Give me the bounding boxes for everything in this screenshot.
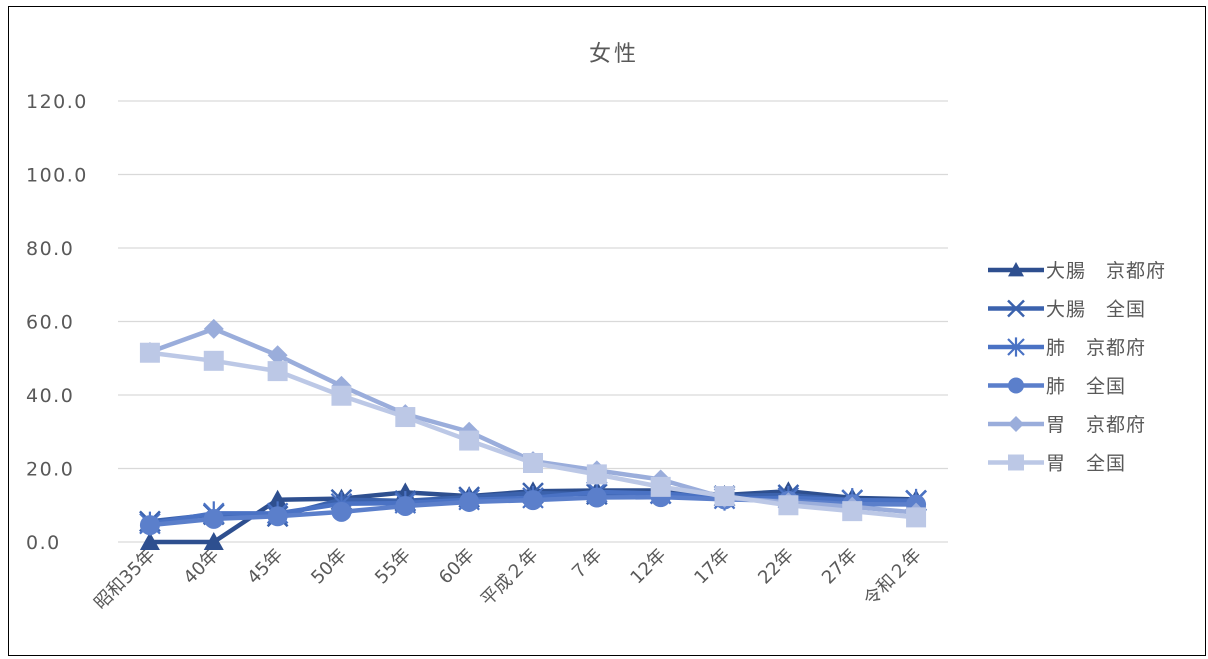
x-tick-label: 22年 xyxy=(754,545,798,589)
data-point-diamond xyxy=(203,318,224,339)
series-lines xyxy=(139,318,927,550)
data-point-square xyxy=(1008,454,1024,471)
x-tick-label: 平成２年 xyxy=(477,545,543,611)
y-tick-label: 80.0 xyxy=(26,238,74,260)
data-point-circle xyxy=(395,495,416,516)
data-point-triangle xyxy=(1008,262,1024,277)
data-point-triangle xyxy=(267,489,288,508)
data-point-triangle xyxy=(203,532,224,550)
data-point-square xyxy=(523,452,543,473)
legend-item: 大腸 全国 xyxy=(988,299,1146,321)
x-tick-label: 昭和35年 xyxy=(90,545,159,614)
y-tick-label: 100.0 xyxy=(26,165,88,187)
y-tick-label: 0.0 xyxy=(26,532,61,554)
data-point-square xyxy=(459,430,480,451)
data-point-circle xyxy=(203,508,224,529)
x-tick-label: 45年 xyxy=(243,545,287,589)
legend-item: 肺 全国 xyxy=(988,376,1126,398)
x-tick-label: 55年 xyxy=(371,545,415,589)
data-point-circle xyxy=(523,490,543,511)
legend-label: 胃 京都府 xyxy=(1046,414,1146,436)
data-point-square xyxy=(778,495,799,516)
data-point-square xyxy=(714,486,735,507)
data-point-triangle xyxy=(139,532,160,550)
data-point-circle xyxy=(267,506,288,527)
data-point-square xyxy=(395,407,416,428)
data-point-square xyxy=(267,361,288,382)
chart-title: 女性 xyxy=(588,42,639,67)
y-tick-label: 20.0 xyxy=(26,459,74,481)
x-tick-label: 12年 xyxy=(626,545,670,589)
data-point-circle xyxy=(139,515,160,536)
x-tick-label: 17年 xyxy=(690,545,734,589)
y-tick-label: 40.0 xyxy=(26,385,74,407)
data-point-circle xyxy=(331,501,352,522)
y-tick-label: 120.0 xyxy=(26,91,88,113)
legend-item: 大腸 京都府 xyxy=(988,260,1166,282)
x-tick-label: 令和２年 xyxy=(860,545,926,611)
x-tick-label: 60年 xyxy=(435,545,479,589)
legend-label: 大腸 京都府 xyxy=(1046,260,1166,282)
data-point-x xyxy=(1007,299,1025,318)
data-point-square xyxy=(331,385,352,406)
data-point-square xyxy=(906,507,927,528)
x-tick-label: 50年 xyxy=(307,545,351,589)
x-tick-label: ７年 xyxy=(566,545,606,585)
data-point-diamond xyxy=(267,345,288,366)
data-point-circle xyxy=(1008,377,1024,394)
x-tick-label: 40年 xyxy=(180,545,224,589)
legend-label: 大腸 全国 xyxy=(1046,299,1146,321)
gridlines xyxy=(118,100,948,543)
data-point-square xyxy=(139,342,160,363)
legend-item: 肺 京都府 xyxy=(988,337,1146,359)
data-point-square xyxy=(203,350,224,371)
x-tick-label: 27年 xyxy=(818,545,862,589)
data-point-square xyxy=(586,464,607,485)
data-point-diamond xyxy=(1008,416,1024,432)
legend-label: 肺 京都府 xyxy=(1046,337,1146,359)
y-tick-label: 60.0 xyxy=(26,312,74,334)
legend-label: 肺 全国 xyxy=(1046,376,1126,398)
legend-label: 胃 全国 xyxy=(1046,453,1126,475)
data-point-square xyxy=(842,501,863,522)
legend-item: 胃 京都府 xyxy=(988,414,1146,436)
data-point-square xyxy=(650,476,671,497)
data-point-circle xyxy=(459,491,480,512)
y-axis-tick-labels: 0.0 20.0 40.0 60.0 80.0 100.0 120.0 xyxy=(26,91,88,554)
data-point-asterisk xyxy=(1007,337,1025,357)
legend-item: 胃 全国 xyxy=(988,453,1126,475)
series-6 xyxy=(139,342,927,528)
data-point-circle xyxy=(586,487,607,508)
